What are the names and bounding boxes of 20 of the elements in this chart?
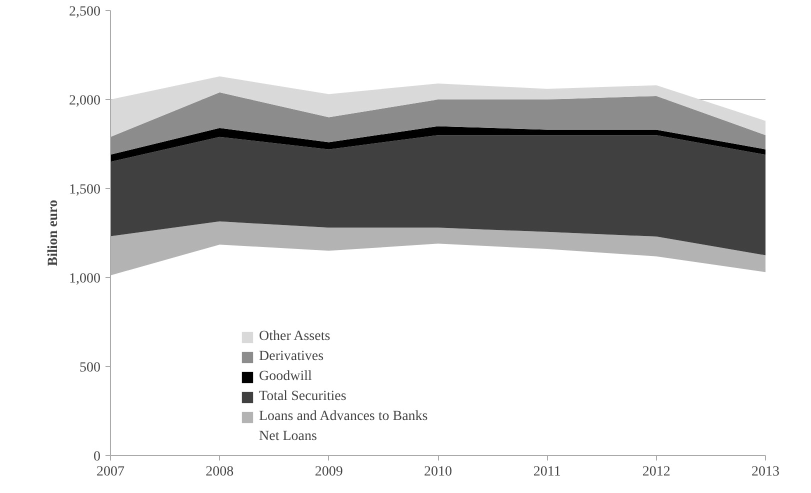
series-label: Net Loans — [259, 429, 317, 445]
y-axis-title: Bilion euro — [46, 200, 61, 266]
x-tick-label: 2009 — [314, 464, 343, 480]
y-tick-label: 1,500 — [69, 182, 100, 198]
y-tick-label: 2,500 — [69, 4, 100, 20]
legend-label: Goodwill — [259, 369, 312, 385]
y-tick-label: 2,000 — [69, 94, 100, 108]
x-tick-label: 2007 — [96, 464, 124, 480]
legend-label: Loans and Advances to Banks — [259, 409, 428, 425]
x-tick-label: 2013 — [752, 464, 780, 480]
legend-label: Derivatives — [259, 349, 324, 365]
legend-label: Other Assets — [259, 329, 330, 345]
y-tick-label: 0 — [94, 450, 100, 464]
x-tick-label: 2011 — [533, 464, 561, 480]
y-tick-label: 1,000 — [69, 272, 100, 286]
x-tick-label: 2010 — [424, 464, 452, 480]
x-tick-label: 2008 — [206, 464, 234, 480]
legend-label: Total Securities — [259, 389, 346, 405]
x-tick-label: 2012 — [642, 464, 670, 480]
y-tick-label: 500 — [80, 360, 100, 376]
